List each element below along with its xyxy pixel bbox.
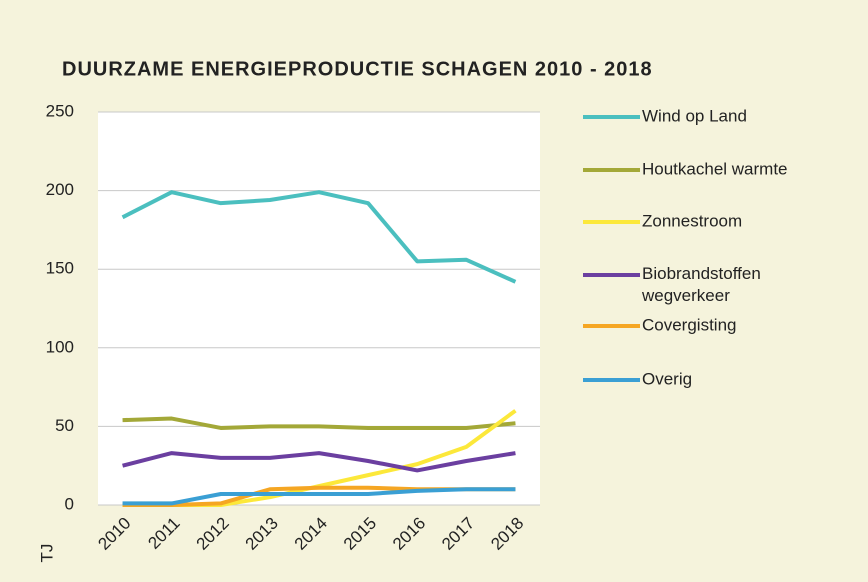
y-tick-label: 150	[46, 259, 74, 278]
legend-label: Covergisting	[642, 315, 737, 334]
legend-label: Overig	[642, 369, 692, 388]
y-axis-label: TJ	[37, 544, 56, 563]
y-tick-label: 250	[46, 101, 74, 120]
y-tick-label: 100	[46, 337, 74, 356]
legend-label: Zonnestroom	[642, 211, 742, 230]
y-tick-label: 200	[46, 180, 74, 199]
legend-label: Houtkachel warmte	[642, 159, 788, 178]
y-tick-label: 50	[55, 416, 74, 435]
plot-area	[98, 112, 540, 505]
legend-label: Biobrandstoffen wegverkeer	[641, 264, 761, 305]
series-line	[122, 451, 516, 473]
legend-label: Wind op Land	[642, 106, 747, 125]
chart-title: DUURZAME ENERGIEPRODUCTIE SCHAGEN 2010 -…	[62, 58, 653, 80]
series-line	[121, 190, 517, 284]
y-tick-label: 0	[65, 494, 74, 513]
series-line	[122, 487, 516, 506]
series-line	[122, 416, 516, 430]
